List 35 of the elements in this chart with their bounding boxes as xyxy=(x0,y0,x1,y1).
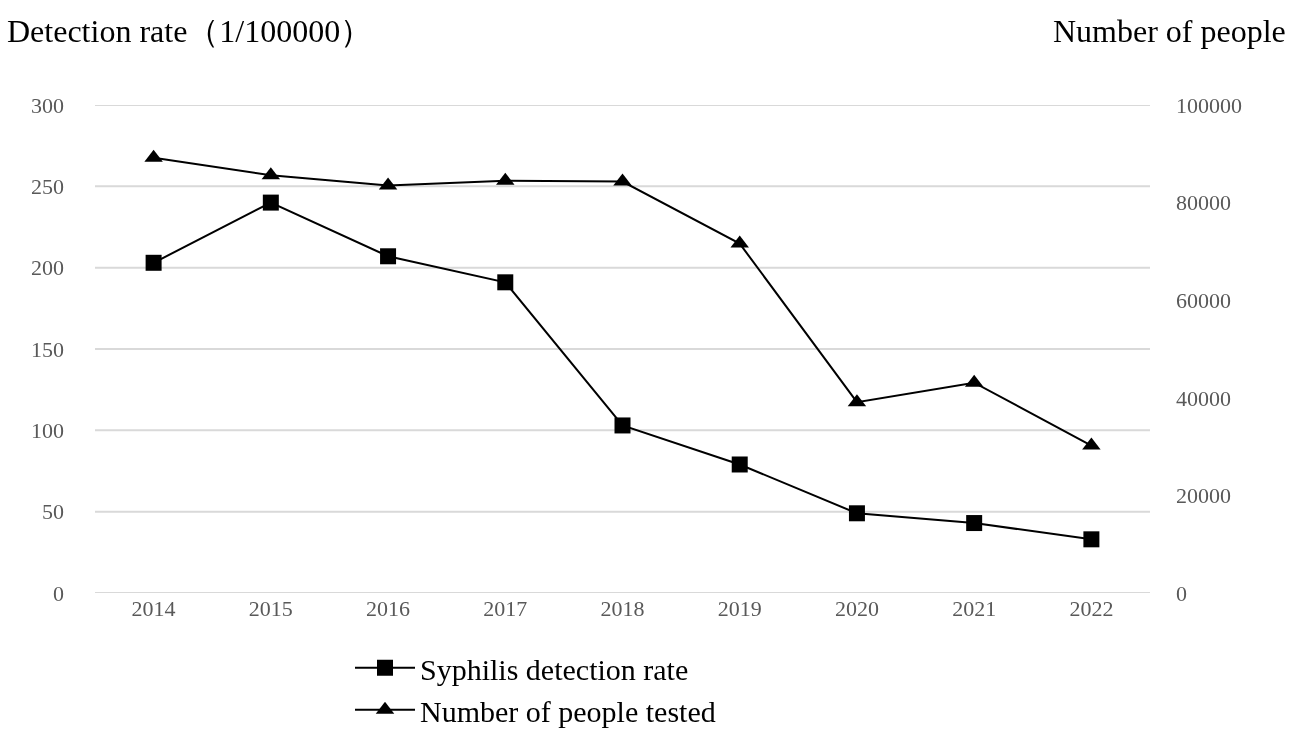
x-tick-label: 2017 xyxy=(483,596,528,621)
point xyxy=(497,274,514,291)
point xyxy=(966,515,983,532)
point xyxy=(262,194,279,211)
point xyxy=(731,456,748,473)
point xyxy=(380,248,397,265)
legend-label: Syphilis detection rate xyxy=(420,652,689,686)
x-tick-label: 2015 xyxy=(248,596,293,621)
x-tick-label: 2016 xyxy=(366,596,411,621)
y2-tick-label: 20000 xyxy=(1176,483,1231,509)
y-tick-label: 250 xyxy=(31,174,64,200)
point xyxy=(614,417,631,434)
y-tick-label: 50 xyxy=(42,499,64,525)
y-tick-label: 100 xyxy=(31,418,64,444)
y2-tick-label: 100000 xyxy=(1176,92,1242,118)
point xyxy=(145,254,162,271)
y2-tick-label: 60000 xyxy=(1176,287,1231,313)
x-tick-label: 2014 xyxy=(131,596,176,621)
x-tick-label: 2022 xyxy=(1069,596,1114,621)
y2-tick-label: 40000 xyxy=(1176,385,1231,411)
y-tick-label: 150 xyxy=(31,336,64,362)
y2-tick-label: 80000 xyxy=(1176,190,1231,216)
y-tick-label: 300 xyxy=(31,92,64,118)
x-tick-label: 2021 xyxy=(952,596,997,621)
point xyxy=(1083,531,1100,548)
legend-label: Number of people tested xyxy=(420,694,716,728)
y-axis-title: Detection rate（1/100000） xyxy=(7,13,373,49)
x-tick-label: 2019 xyxy=(717,596,762,621)
x-tick-label: 2020 xyxy=(834,596,879,621)
y-tick-label: 200 xyxy=(31,255,64,281)
y2-tick-label: 0 xyxy=(1176,580,1187,606)
x-tick-label: 2018 xyxy=(600,596,645,621)
y2-axis-title: Number of people xyxy=(1053,13,1286,49)
y-tick-label: 0 xyxy=(53,580,64,606)
point xyxy=(848,505,865,522)
